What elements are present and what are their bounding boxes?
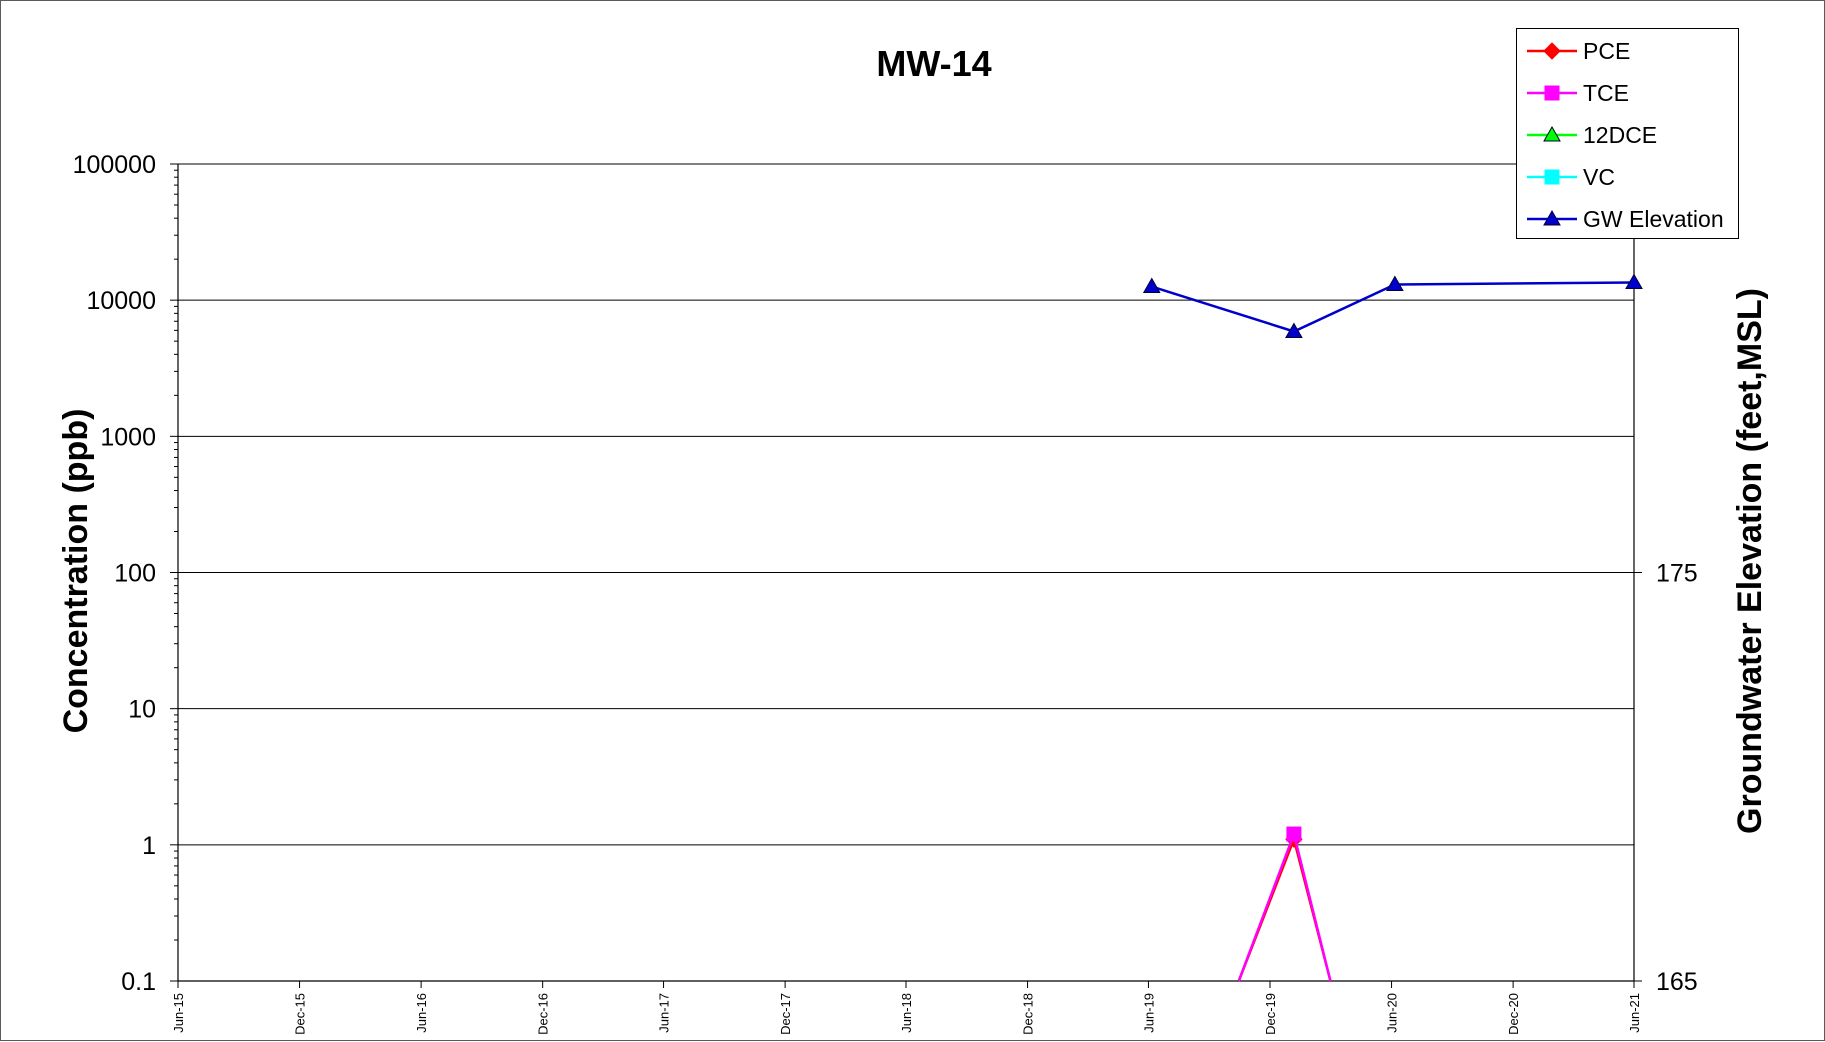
legend-label: PCE	[1583, 37, 1631, 64]
x-tick-label: Jun-20	[1385, 993, 1400, 1033]
x-tick-label: Jun-16	[414, 993, 429, 1033]
series-line-tce	[1237, 829, 1332, 982]
legend-item-vc: VC	[1527, 162, 1615, 192]
y-tick-label: 1	[142, 832, 156, 860]
data-point-tce	[1286, 826, 1302, 842]
x-tick-label: Jun-15	[171, 993, 186, 1033]
y-tick-label: 1000	[100, 423, 156, 451]
legend-label: TCE	[1583, 79, 1629, 106]
data-point-gw-elevation	[1625, 273, 1643, 289]
y-tick-label: 0.1	[121, 968, 156, 996]
legend-label: 12DCE	[1583, 121, 1658, 148]
y-axis-label: Concentration (ppb)	[57, 409, 95, 734]
series-layer	[1142, 273, 1643, 982]
data-point-gw-elevation	[1386, 275, 1404, 292]
y2-axis-label: Groundwater Elevation (feet,MSL)	[1731, 288, 1769, 834]
legend-item-12dce: 12DCE	[1527, 120, 1657, 150]
x-tick-label: Dec-15	[293, 993, 308, 1035]
x-tick-label: Dec-19	[1263, 993, 1278, 1035]
chart-title: MW-14	[876, 43, 991, 84]
legend: PCE TCE 12DCE VC GW Elevation	[1516, 28, 1739, 239]
legend-swatch-vc	[1527, 169, 1577, 185]
x-tick-label: Dec-20	[1506, 993, 1521, 1035]
legend-swatch-gw-elevation	[1527, 209, 1577, 226]
legend-label: GW Elevation	[1583, 205, 1724, 232]
legend-swatch-marker	[1544, 169, 1560, 185]
axes: 0.1110100100010000100000165175185Jun-15D…	[73, 151, 1698, 1035]
x-tick-label: Jun-21	[1627, 993, 1642, 1033]
legend-item-gw-elevation: GW Elevation	[1527, 204, 1724, 234]
legend-swatch-marker	[1543, 42, 1561, 60]
x-tick-label: Jun-18	[899, 993, 914, 1033]
y-tick-label: 100000	[73, 151, 156, 179]
legend-swatch-tce	[1527, 85, 1577, 101]
x-tick-label: Jun-17	[657, 993, 672, 1033]
legend-swatch-marker	[1543, 209, 1561, 226]
legend-item-tce: TCE	[1527, 78, 1629, 108]
x-tick-label: Jun-19	[1141, 993, 1156, 1033]
legend-swatch-marker	[1544, 85, 1560, 101]
x-tick-label: Dec-17	[778, 993, 793, 1035]
y-tick-label: 10	[128, 696, 156, 724]
legend-swatch-pce	[1527, 42, 1577, 60]
gridlines	[178, 163, 1634, 982]
x-tick-label: Dec-16	[536, 993, 551, 1035]
y2-tick-label: 175	[1656, 560, 1698, 588]
data-point-gw-elevation	[1142, 277, 1161, 294]
legend-item-pce: PCE	[1527, 36, 1630, 66]
legend-swatch-12dce	[1527, 125, 1577, 142]
data-point-gw-elevation	[1285, 322, 1303, 338]
series-line-gw-elevation	[1151, 281, 1635, 333]
y-tick-label: 100	[114, 560, 156, 588]
legend-swatch-marker	[1543, 125, 1561, 142]
y2-tick-label: 165	[1656, 968, 1698, 996]
legend-label: VC	[1583, 163, 1615, 190]
y-tick-label: 10000	[86, 287, 156, 315]
x-tick-label: Dec-18	[1021, 993, 1036, 1035]
